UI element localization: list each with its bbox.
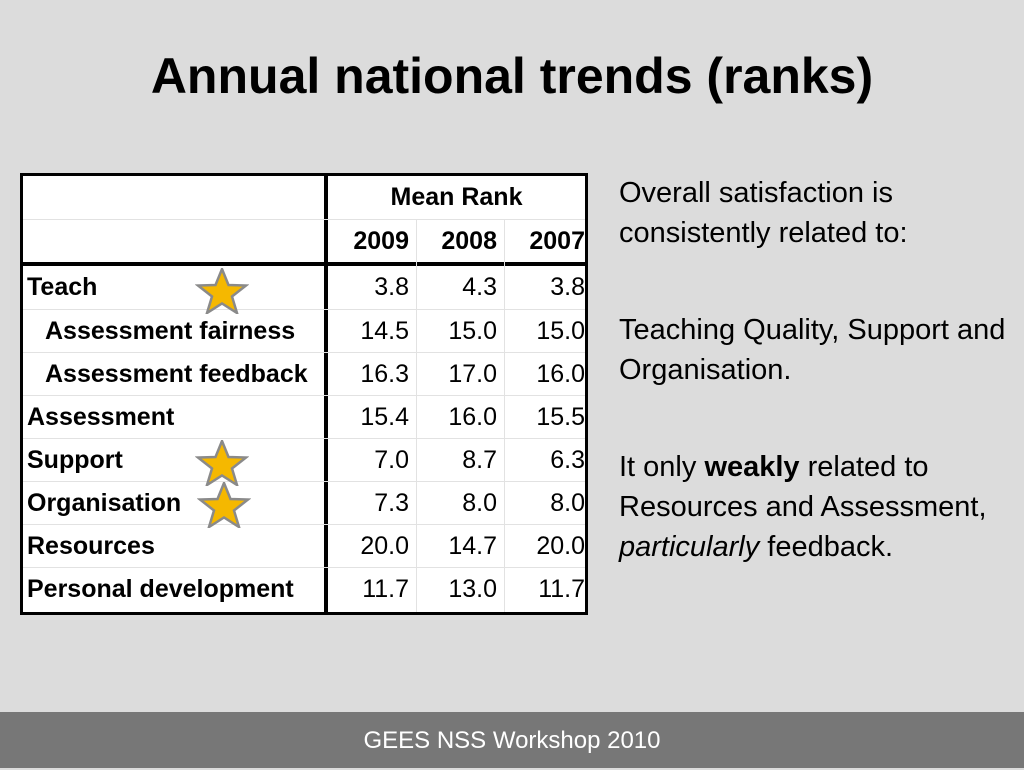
rank-value: 17.0 [448,360,497,388]
row-label: Assessment [27,403,175,431]
row-label: Assessment fairness [45,317,296,345]
table-row: Organisation 7.3 8.0 8.0 [23,481,585,524]
rank-value: 20.0 [536,532,585,560]
mean-rank-header: Mean Rank [390,183,523,211]
grid-line [504,219,505,612]
table-header-row: Mean Rank [23,176,585,219]
rank-value: 3.8 [374,273,409,301]
table-header-years-row: 2009 2008 2007 [23,219,585,262]
table-row: Teach 3.8 4.3 3.8 [23,266,585,309]
rank-value: 13.0 [448,575,497,603]
rank-value: 20.0 [360,532,409,560]
rank-value: 15.0 [536,317,585,345]
text-span: It only [619,451,705,483]
paragraph-overall: Overall satisfaction is consistently rel… [619,177,908,249]
bold-text: weakly [704,451,800,483]
footer-bar: GEES NSS Workshop 2010 [0,712,1024,768]
rank-value: 7.3 [374,489,409,517]
star-icon [195,440,249,486]
table-divider-vertical [324,176,328,612]
star-icon [195,268,249,314]
text-span: related to Resources and Assessment, [619,451,987,523]
rank-value: 6.3 [550,446,585,474]
text-span: feedback. [759,531,894,563]
year-header: 2009 [353,227,409,255]
rank-value: 14.7 [448,532,497,560]
rank-value: 15.4 [360,403,409,431]
rank-value: 15.0 [448,317,497,345]
rank-value: 11.7 [362,575,409,603]
rank-value: 14.5 [360,317,409,345]
table-row: Assessment feedback 16.3 17.0 16.0 [23,352,585,395]
row-label: Organisation [27,489,182,517]
row-label: Resources [27,532,155,560]
rank-value: 16.3 [360,360,409,388]
rank-value: 15.5 [536,403,585,431]
rank-value: 11.7 [538,575,585,603]
footer-text: GEES NSS Workshop 2010 [363,727,661,754]
rank-value: 8.0 [462,489,497,517]
slide-title: Annual national trends (ranks) [150,48,874,104]
paragraph-teaching: Teaching Quality, Support and Organisati… [619,314,1006,386]
rank-value: 7.0 [374,446,409,474]
table-row: Assessment 15.4 16.0 15.5 [23,395,585,438]
rank-value: 3.8 [550,273,585,301]
row-label: Personal development [27,575,294,603]
table-row: Resources 20.0 14.7 20.0 [23,524,585,567]
rank-value: 16.0 [536,360,585,388]
table-row: Support 7.0 8.7 6.3 [23,438,585,481]
paragraph-weakly: It only weakly related to Resources and … [619,447,1009,567]
row-label: Support [27,446,123,474]
row-label: Teach [27,273,98,301]
italic-text: particularly [619,531,760,563]
row-label: Assessment feedback [45,360,308,388]
year-header: 2008 [441,227,497,255]
year-header: 2007 [529,227,585,255]
rank-value: 4.3 [462,273,497,301]
table-divider-horizontal [23,262,585,266]
rank-value: 16.0 [448,403,497,431]
grid-line [416,219,417,612]
rank-value: 8.0 [550,489,585,517]
star-icon [197,482,251,528]
table-row: Personal development 11.7 13.0 11.7 [23,567,585,610]
rank-table: Mean Rank 2009 2008 2007 Teach 3.8 4.3 3… [20,173,588,615]
table-row: Assessment fairness 14.5 15.0 15.0 [23,309,585,352]
rank-value: 8.7 [462,446,497,474]
